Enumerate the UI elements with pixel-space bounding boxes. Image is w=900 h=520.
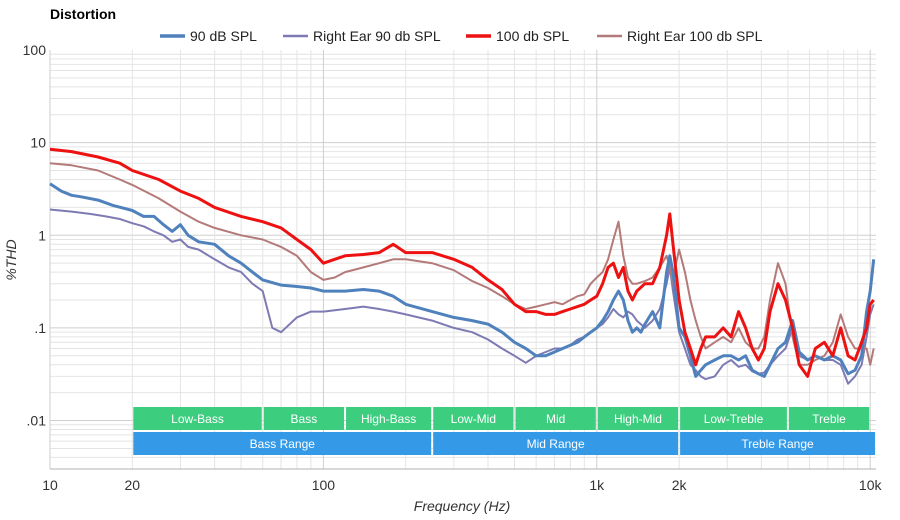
range-band-label: High-Bass xyxy=(361,412,416,426)
range-band-rect xyxy=(788,407,870,430)
range-band-rect xyxy=(433,432,679,455)
x-axis-label: Frequency (Hz) xyxy=(414,498,510,514)
range-band-label: Mid xyxy=(546,412,565,426)
range-band: High-Bass xyxy=(346,407,432,430)
legend: 90 dB SPL Right Ear 90 db SPL 100 db SPL Ri… xyxy=(160,28,763,44)
range-band-label: Treble xyxy=(812,412,846,426)
range-band-label: Bass xyxy=(291,412,318,426)
range-band: Mid xyxy=(515,407,596,430)
range-band-rect xyxy=(133,432,432,455)
legend-item[interactable]: Right Ear 100 db SPL xyxy=(597,28,763,44)
range-band-rect xyxy=(680,407,787,430)
y-tick-label: .1 xyxy=(34,320,46,336)
y-axis-label: %THD xyxy=(3,239,19,280)
y-tick-label: 100 xyxy=(23,42,47,58)
range-band: Low-Bass xyxy=(133,407,262,430)
range-band: Mid Range xyxy=(433,432,679,455)
x-tick-label: 100 xyxy=(312,477,336,493)
x-tick-label: 2k xyxy=(672,477,688,493)
range-band-label: Low-Bass xyxy=(171,412,224,426)
range-band-rect xyxy=(680,432,875,455)
series-lines xyxy=(49,147,876,385)
range-band: High-Mid xyxy=(597,407,679,430)
grid xyxy=(49,50,876,470)
series-line-90-db-spl xyxy=(49,182,876,378)
x-tick-label: 1k xyxy=(589,477,605,493)
range-band-rect xyxy=(433,407,514,430)
range-band-rect xyxy=(263,407,345,430)
series-line-100-db-spl xyxy=(49,147,875,378)
legend-item[interactable]: 90 dB SPL xyxy=(160,28,257,44)
range-band: Treble Range xyxy=(680,432,875,455)
chart-title: Distortion xyxy=(50,6,116,22)
range-band-label: Low-Treble xyxy=(704,412,764,426)
range-band: Bass xyxy=(263,407,345,430)
range-band-rect xyxy=(597,407,679,430)
legend-item[interactable]: 100 db SPL xyxy=(466,28,569,44)
range-band-label: Treble Range xyxy=(741,437,814,451)
range-band: Bass Range xyxy=(133,432,432,455)
legend-label: Right Ear 100 db SPL xyxy=(627,28,763,44)
range-band-rect xyxy=(346,407,432,430)
range-band-label: Mid Range xyxy=(527,437,585,451)
y-tick-label: .01 xyxy=(27,413,47,429)
legend-label: Right Ear 90 db SPL xyxy=(313,28,441,44)
series-line-right-ear-100-db-spl xyxy=(49,162,875,366)
range-band: Treble xyxy=(788,407,870,430)
range-band: Low-Mid xyxy=(433,407,514,430)
range-band-rect xyxy=(133,407,262,430)
range-band-label: Low-Mid xyxy=(451,412,496,426)
range-band-label: Bass Range xyxy=(250,437,316,451)
legend-label: 100 db SPL xyxy=(496,28,569,44)
x-tick-label: 20 xyxy=(125,477,141,493)
x-tick-label: 10k xyxy=(859,477,883,493)
range-band-label: High-Mid xyxy=(614,412,662,426)
frequency-ranges: Low-Bass Bass High-Bass Low-Mid Mid High-Mid L… xyxy=(133,407,875,455)
legend-item[interactable]: Right Ear 90 db SPL xyxy=(283,28,441,44)
y-tick-label: 10 xyxy=(30,135,46,151)
range-band: Low-Treble xyxy=(680,407,787,430)
y-tick-label: 1 xyxy=(38,227,46,243)
range-band-rect xyxy=(515,407,596,430)
legend-label: 90 dB SPL xyxy=(190,28,257,44)
axes: 100 10 1 .1 .01 10 20 100 1k 2k 10k xyxy=(23,42,883,493)
x-tick-label: 10 xyxy=(42,477,58,493)
